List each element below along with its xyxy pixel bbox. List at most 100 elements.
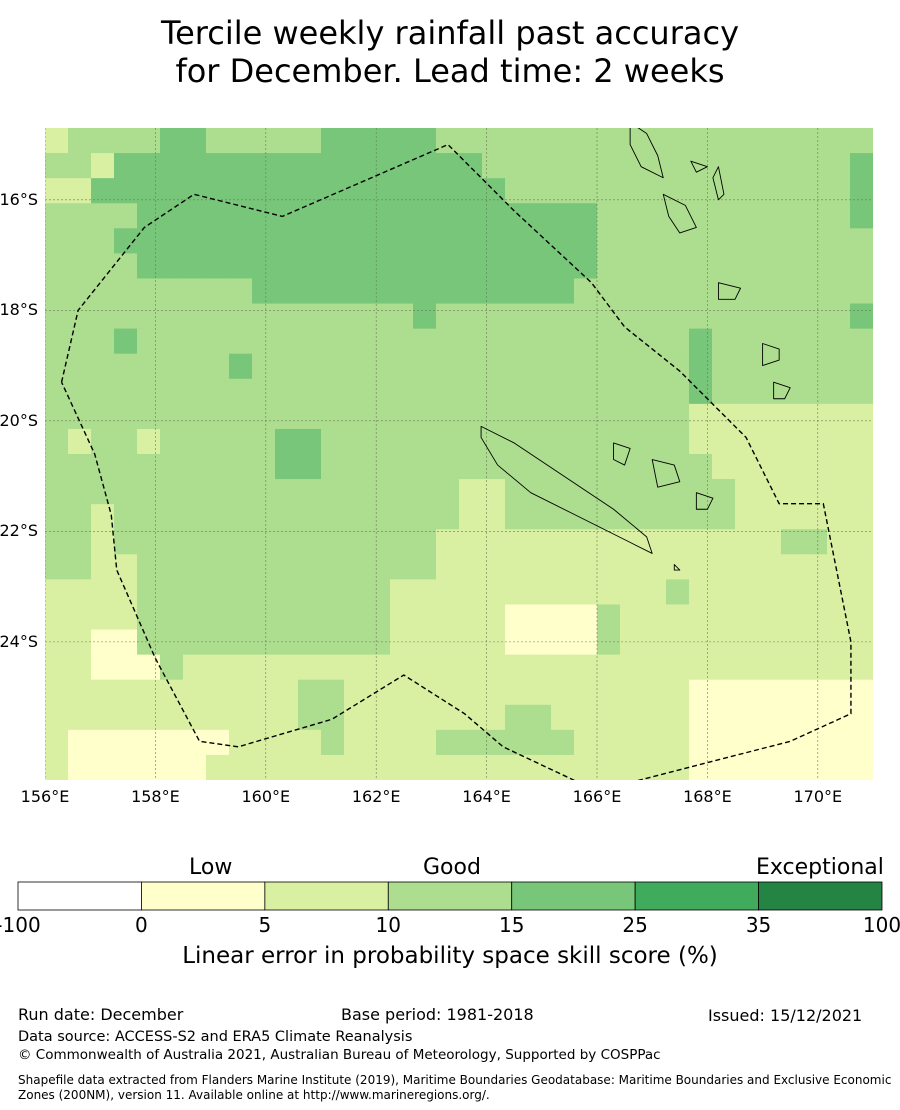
grid-cell bbox=[367, 454, 391, 480]
grid-cell bbox=[459, 303, 483, 330]
grid-cell bbox=[137, 178, 161, 204]
grid-cell bbox=[137, 604, 161, 631]
grid-cell bbox=[413, 278, 437, 305]
grid-cell bbox=[252, 178, 276, 204]
grid-cell bbox=[344, 529, 368, 555]
grid-cell bbox=[275, 153, 299, 179]
run-date: Run date: December bbox=[18, 1005, 184, 1024]
grid-cell bbox=[160, 754, 184, 780]
grid-cell bbox=[275, 529, 299, 555]
grid-cell bbox=[758, 579, 782, 606]
grid-cell bbox=[850, 479, 873, 505]
grid-cell bbox=[68, 378, 92, 405]
grid-cell bbox=[666, 454, 690, 480]
grid-cell bbox=[68, 504, 92, 530]
grid-cell bbox=[666, 278, 690, 305]
grid-cell bbox=[436, 178, 460, 204]
grid-cell bbox=[620, 353, 644, 380]
grid-cell bbox=[68, 203, 92, 229]
grid-cell bbox=[45, 554, 69, 580]
grid-cell bbox=[459, 579, 483, 606]
grid-cell bbox=[367, 403, 391, 430]
grid-cell bbox=[482, 153, 506, 179]
grid-cell bbox=[229, 203, 253, 229]
grid-cell bbox=[459, 754, 483, 780]
grid-cell bbox=[229, 579, 253, 606]
grid-cell bbox=[321, 353, 345, 380]
grid-cell bbox=[459, 378, 483, 405]
grid-cell bbox=[275, 378, 299, 405]
colorbar-tick-label: 15 bbox=[498, 913, 525, 937]
grid-cell bbox=[252, 554, 276, 580]
grid-cell bbox=[367, 228, 391, 254]
grid-cell bbox=[459, 654, 483, 681]
grid-cell bbox=[413, 679, 437, 706]
grid-cell bbox=[390, 203, 414, 229]
grid-cell bbox=[45, 629, 69, 656]
grid-cell bbox=[45, 454, 69, 480]
grid-cell bbox=[229, 378, 253, 405]
grid-cell bbox=[298, 328, 322, 355]
grid-cell bbox=[827, 153, 851, 179]
grid-cell bbox=[436, 604, 460, 631]
grid-cell bbox=[160, 504, 184, 530]
grid-cell bbox=[436, 554, 460, 580]
grid-cell bbox=[666, 704, 690, 731]
grid-cell bbox=[45, 479, 69, 505]
island-mare bbox=[695, 492, 714, 510]
grid-cell bbox=[781, 403, 805, 430]
grid-cell bbox=[137, 328, 161, 355]
grid-cell bbox=[160, 328, 184, 355]
grid-cell bbox=[137, 479, 161, 505]
grid-cell bbox=[574, 178, 598, 204]
grid-cell bbox=[68, 704, 92, 731]
grid-cell bbox=[689, 178, 713, 204]
grid-cell bbox=[413, 729, 437, 756]
grid-cell bbox=[390, 128, 414, 154]
grid-cell bbox=[137, 278, 161, 305]
grid-cell bbox=[321, 529, 345, 555]
grid-cell bbox=[482, 529, 506, 555]
grid-cell bbox=[321, 153, 345, 179]
grid-cell bbox=[620, 178, 644, 204]
grid-cell bbox=[367, 754, 391, 780]
grid-cell bbox=[114, 529, 138, 555]
grid-cell bbox=[643, 604, 667, 631]
lat-tick-label: 16°S bbox=[0, 189, 38, 209]
grid-cell bbox=[712, 654, 736, 681]
grid-cell bbox=[275, 128, 299, 154]
grid-cell bbox=[436, 278, 460, 305]
grid-cell bbox=[735, 754, 759, 780]
grid-cell bbox=[45, 403, 69, 430]
grid-cell bbox=[850, 629, 873, 656]
grid-cell bbox=[482, 228, 506, 254]
skill-grid bbox=[45, 128, 873, 780]
grid-cell bbox=[390, 253, 414, 280]
grid-cell bbox=[344, 554, 368, 580]
grid-cell bbox=[758, 378, 782, 405]
grid-cell bbox=[321, 504, 345, 530]
grid-cell bbox=[45, 353, 69, 380]
grid-cell bbox=[390, 378, 414, 405]
grid-cell bbox=[804, 529, 828, 555]
grid-cell bbox=[482, 604, 506, 631]
grid-cell bbox=[160, 178, 184, 204]
grid-cell bbox=[781, 604, 805, 631]
grid-cell bbox=[758, 178, 782, 204]
grid-cell bbox=[758, 529, 782, 555]
grid-cell bbox=[827, 704, 851, 731]
grid-cell bbox=[390, 278, 414, 305]
grid-cell bbox=[528, 203, 552, 229]
grid-cell bbox=[436, 203, 460, 229]
grid-cell bbox=[689, 729, 713, 756]
colorbar-segment bbox=[758, 881, 883, 911]
grid-cell bbox=[114, 754, 138, 780]
grid-cell bbox=[850, 203, 873, 229]
grid-cell bbox=[666, 253, 690, 280]
grid-cell bbox=[413, 353, 437, 380]
grid-cell bbox=[344, 178, 368, 204]
grid-cell bbox=[666, 604, 690, 631]
grid-cell bbox=[758, 654, 782, 681]
grid-cell bbox=[91, 604, 115, 631]
data-source: Data source: ACCESS-S2 and ERA5 Climate … bbox=[18, 1029, 413, 1045]
